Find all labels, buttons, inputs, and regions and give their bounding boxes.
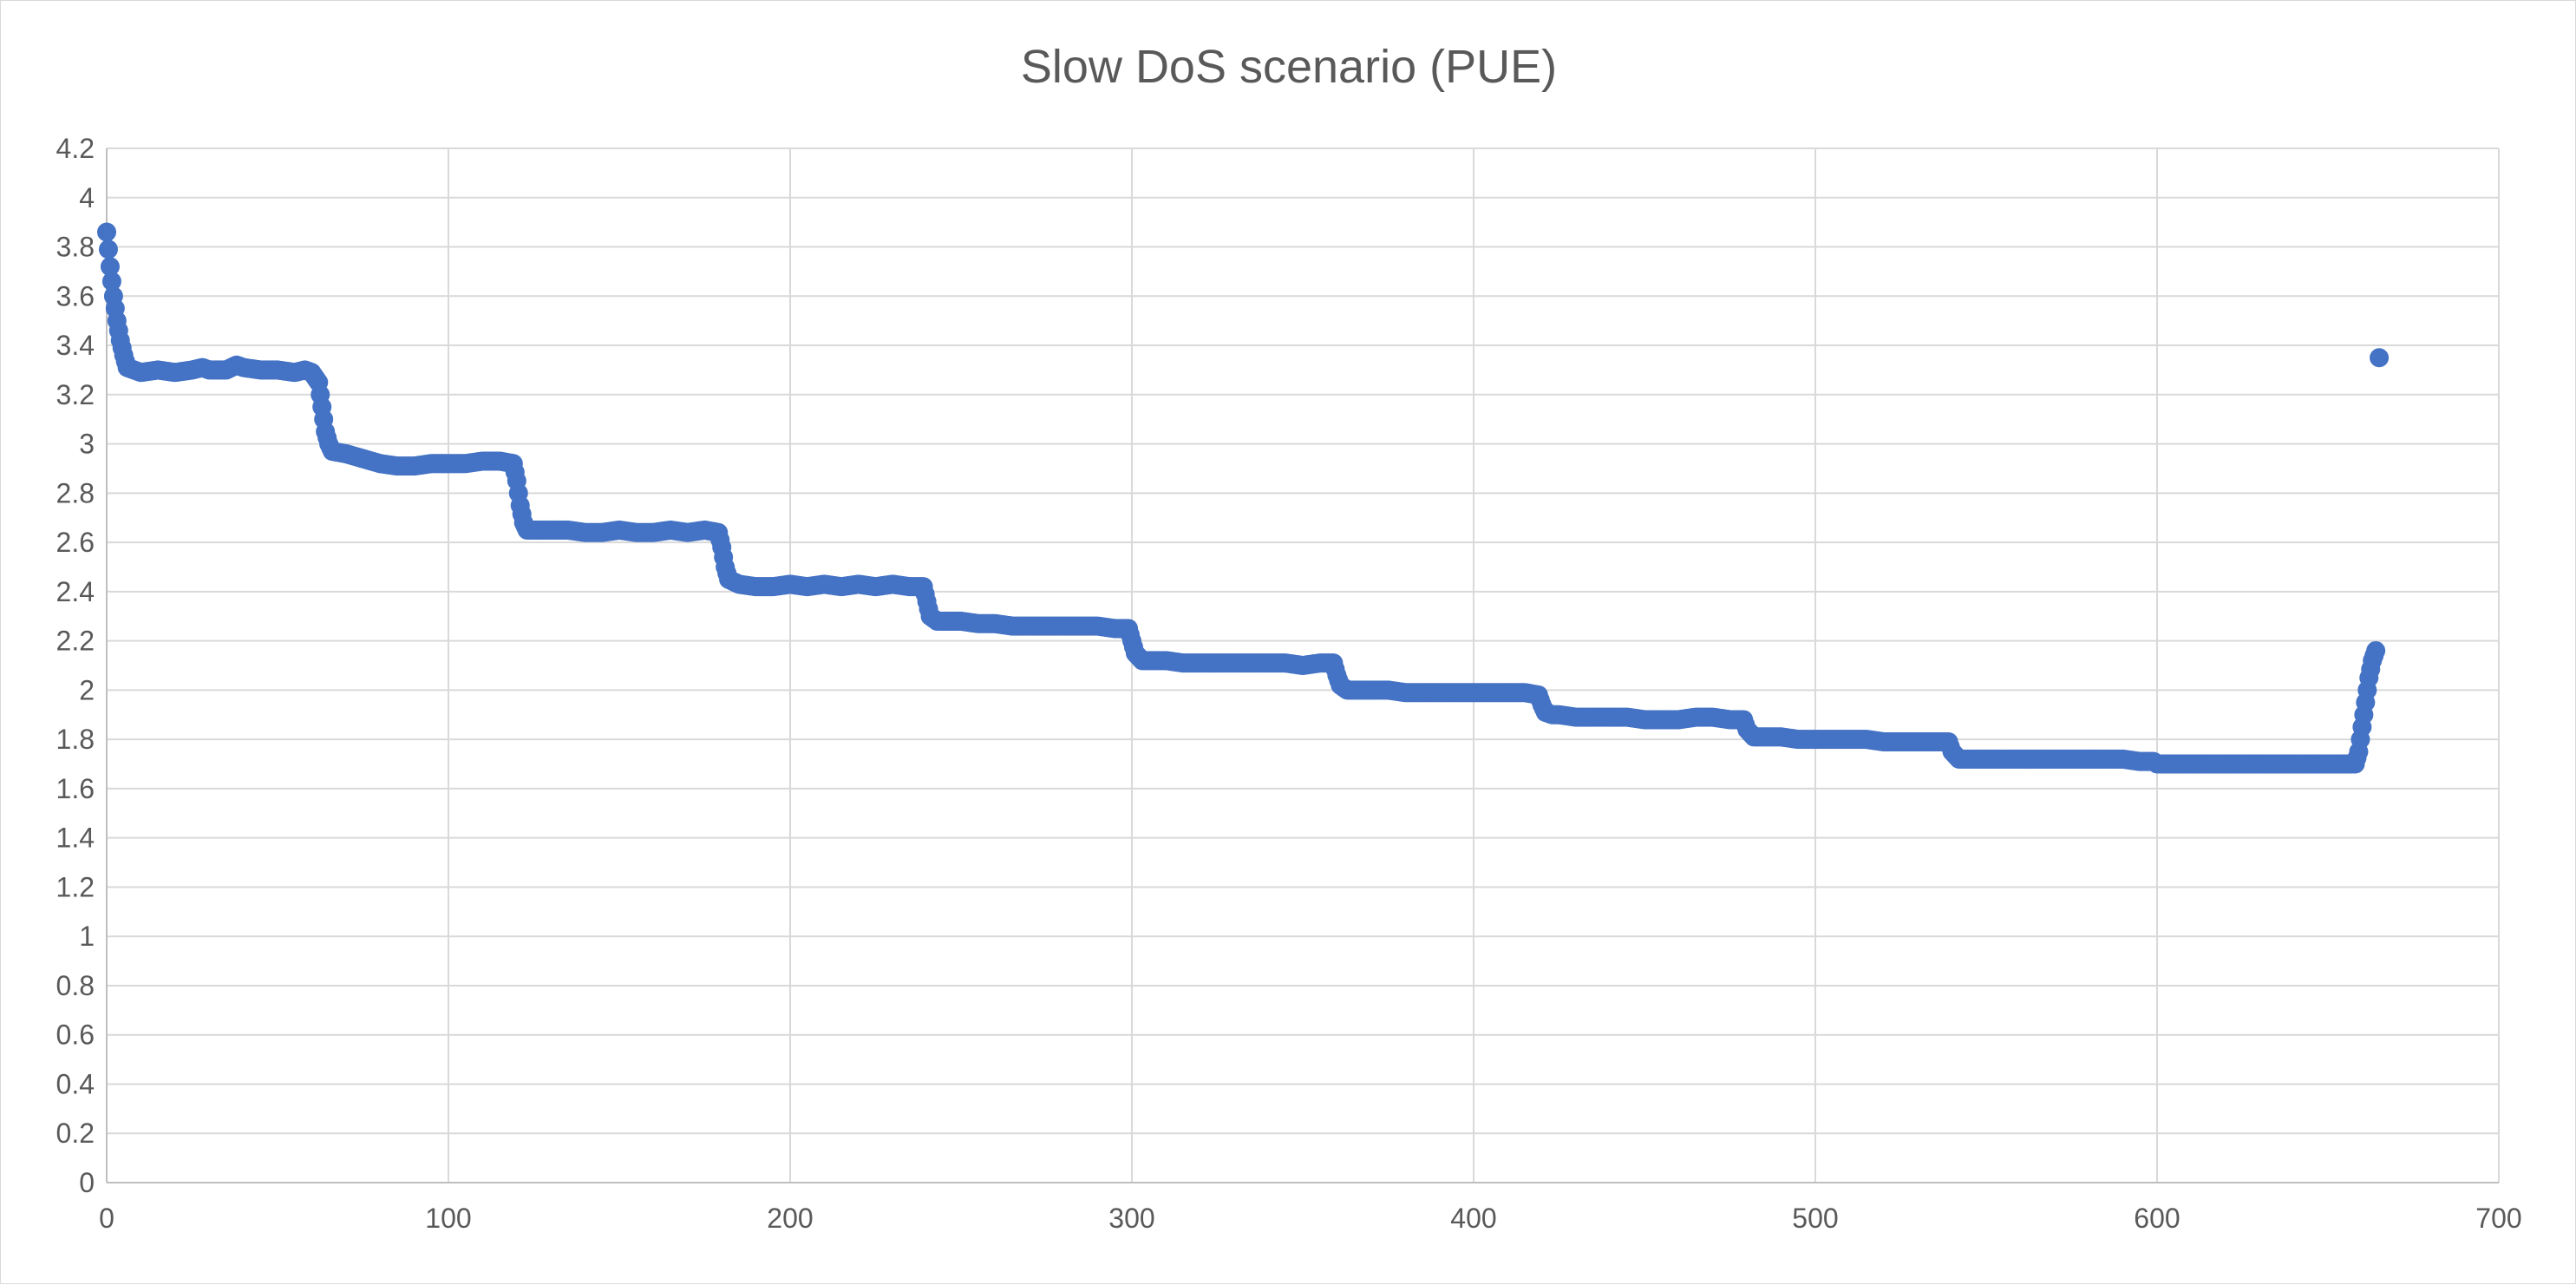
y-tick-label: 4 xyxy=(79,182,95,213)
y-tick-label: 4.2 xyxy=(56,133,95,164)
y-tick-label: 3.2 xyxy=(56,379,95,410)
y-axis-tick-labels: 0 0.2 0.4 0.6 0.8 1 1.2 1.4 1.6 1.8 2 2.2 2.4 2.6 2.8 3… xyxy=(56,133,95,1198)
x-tick-label: 100 xyxy=(425,1203,471,1234)
data-point xyxy=(98,239,118,259)
y-tick-label: 2.4 xyxy=(56,576,95,607)
y-tick-label: 1.2 xyxy=(56,871,95,902)
y-tick-label: 0 xyxy=(79,1167,95,1198)
data-points xyxy=(97,222,2390,774)
chart-title: Slow DoS scenario (PUE) xyxy=(1021,41,1557,93)
y-tick-label: 1.4 xyxy=(56,823,95,854)
x-tick-label: 200 xyxy=(767,1203,813,1234)
y-tick-label: 1.8 xyxy=(56,724,95,755)
gridlines xyxy=(107,148,2500,1183)
data-point xyxy=(100,257,120,277)
x-axis-tick-labels: 0 100 200 300 400 500 600 700 xyxy=(99,1203,2522,1234)
axes xyxy=(106,148,2499,1183)
y-tick-label: 2.6 xyxy=(56,527,95,558)
y-tick-label: 0.8 xyxy=(56,970,95,1001)
y-tick-label: 2 xyxy=(79,674,95,705)
x-tick-label: 500 xyxy=(1792,1203,1838,1234)
data-point xyxy=(101,272,121,292)
y-tick-label: 0.2 xyxy=(56,1118,95,1149)
y-tick-label: 3 xyxy=(79,429,95,460)
x-tick-label: 300 xyxy=(1108,1203,1154,1234)
x-tick-label: 0 xyxy=(99,1203,114,1234)
x-tick-label: 700 xyxy=(2475,1203,2521,1234)
y-tick-label: 2.2 xyxy=(56,626,95,657)
y-tick-label: 1 xyxy=(79,921,95,952)
y-tick-label: 2.8 xyxy=(56,477,95,508)
x-tick-label: 600 xyxy=(2134,1203,2180,1234)
y-tick-label: 3.8 xyxy=(56,232,95,263)
data-point xyxy=(97,222,116,242)
y-tick-label: 0.6 xyxy=(56,1019,95,1051)
y-tick-label: 3.4 xyxy=(56,330,95,361)
data-point-outlier xyxy=(2370,348,2390,368)
y-tick-label: 3.6 xyxy=(56,280,95,311)
data-point xyxy=(2366,640,2386,660)
x-tick-label: 400 xyxy=(1450,1203,1496,1234)
y-tick-label: 1.6 xyxy=(56,773,95,804)
y-tick-label: 0.4 xyxy=(56,1068,95,1099)
